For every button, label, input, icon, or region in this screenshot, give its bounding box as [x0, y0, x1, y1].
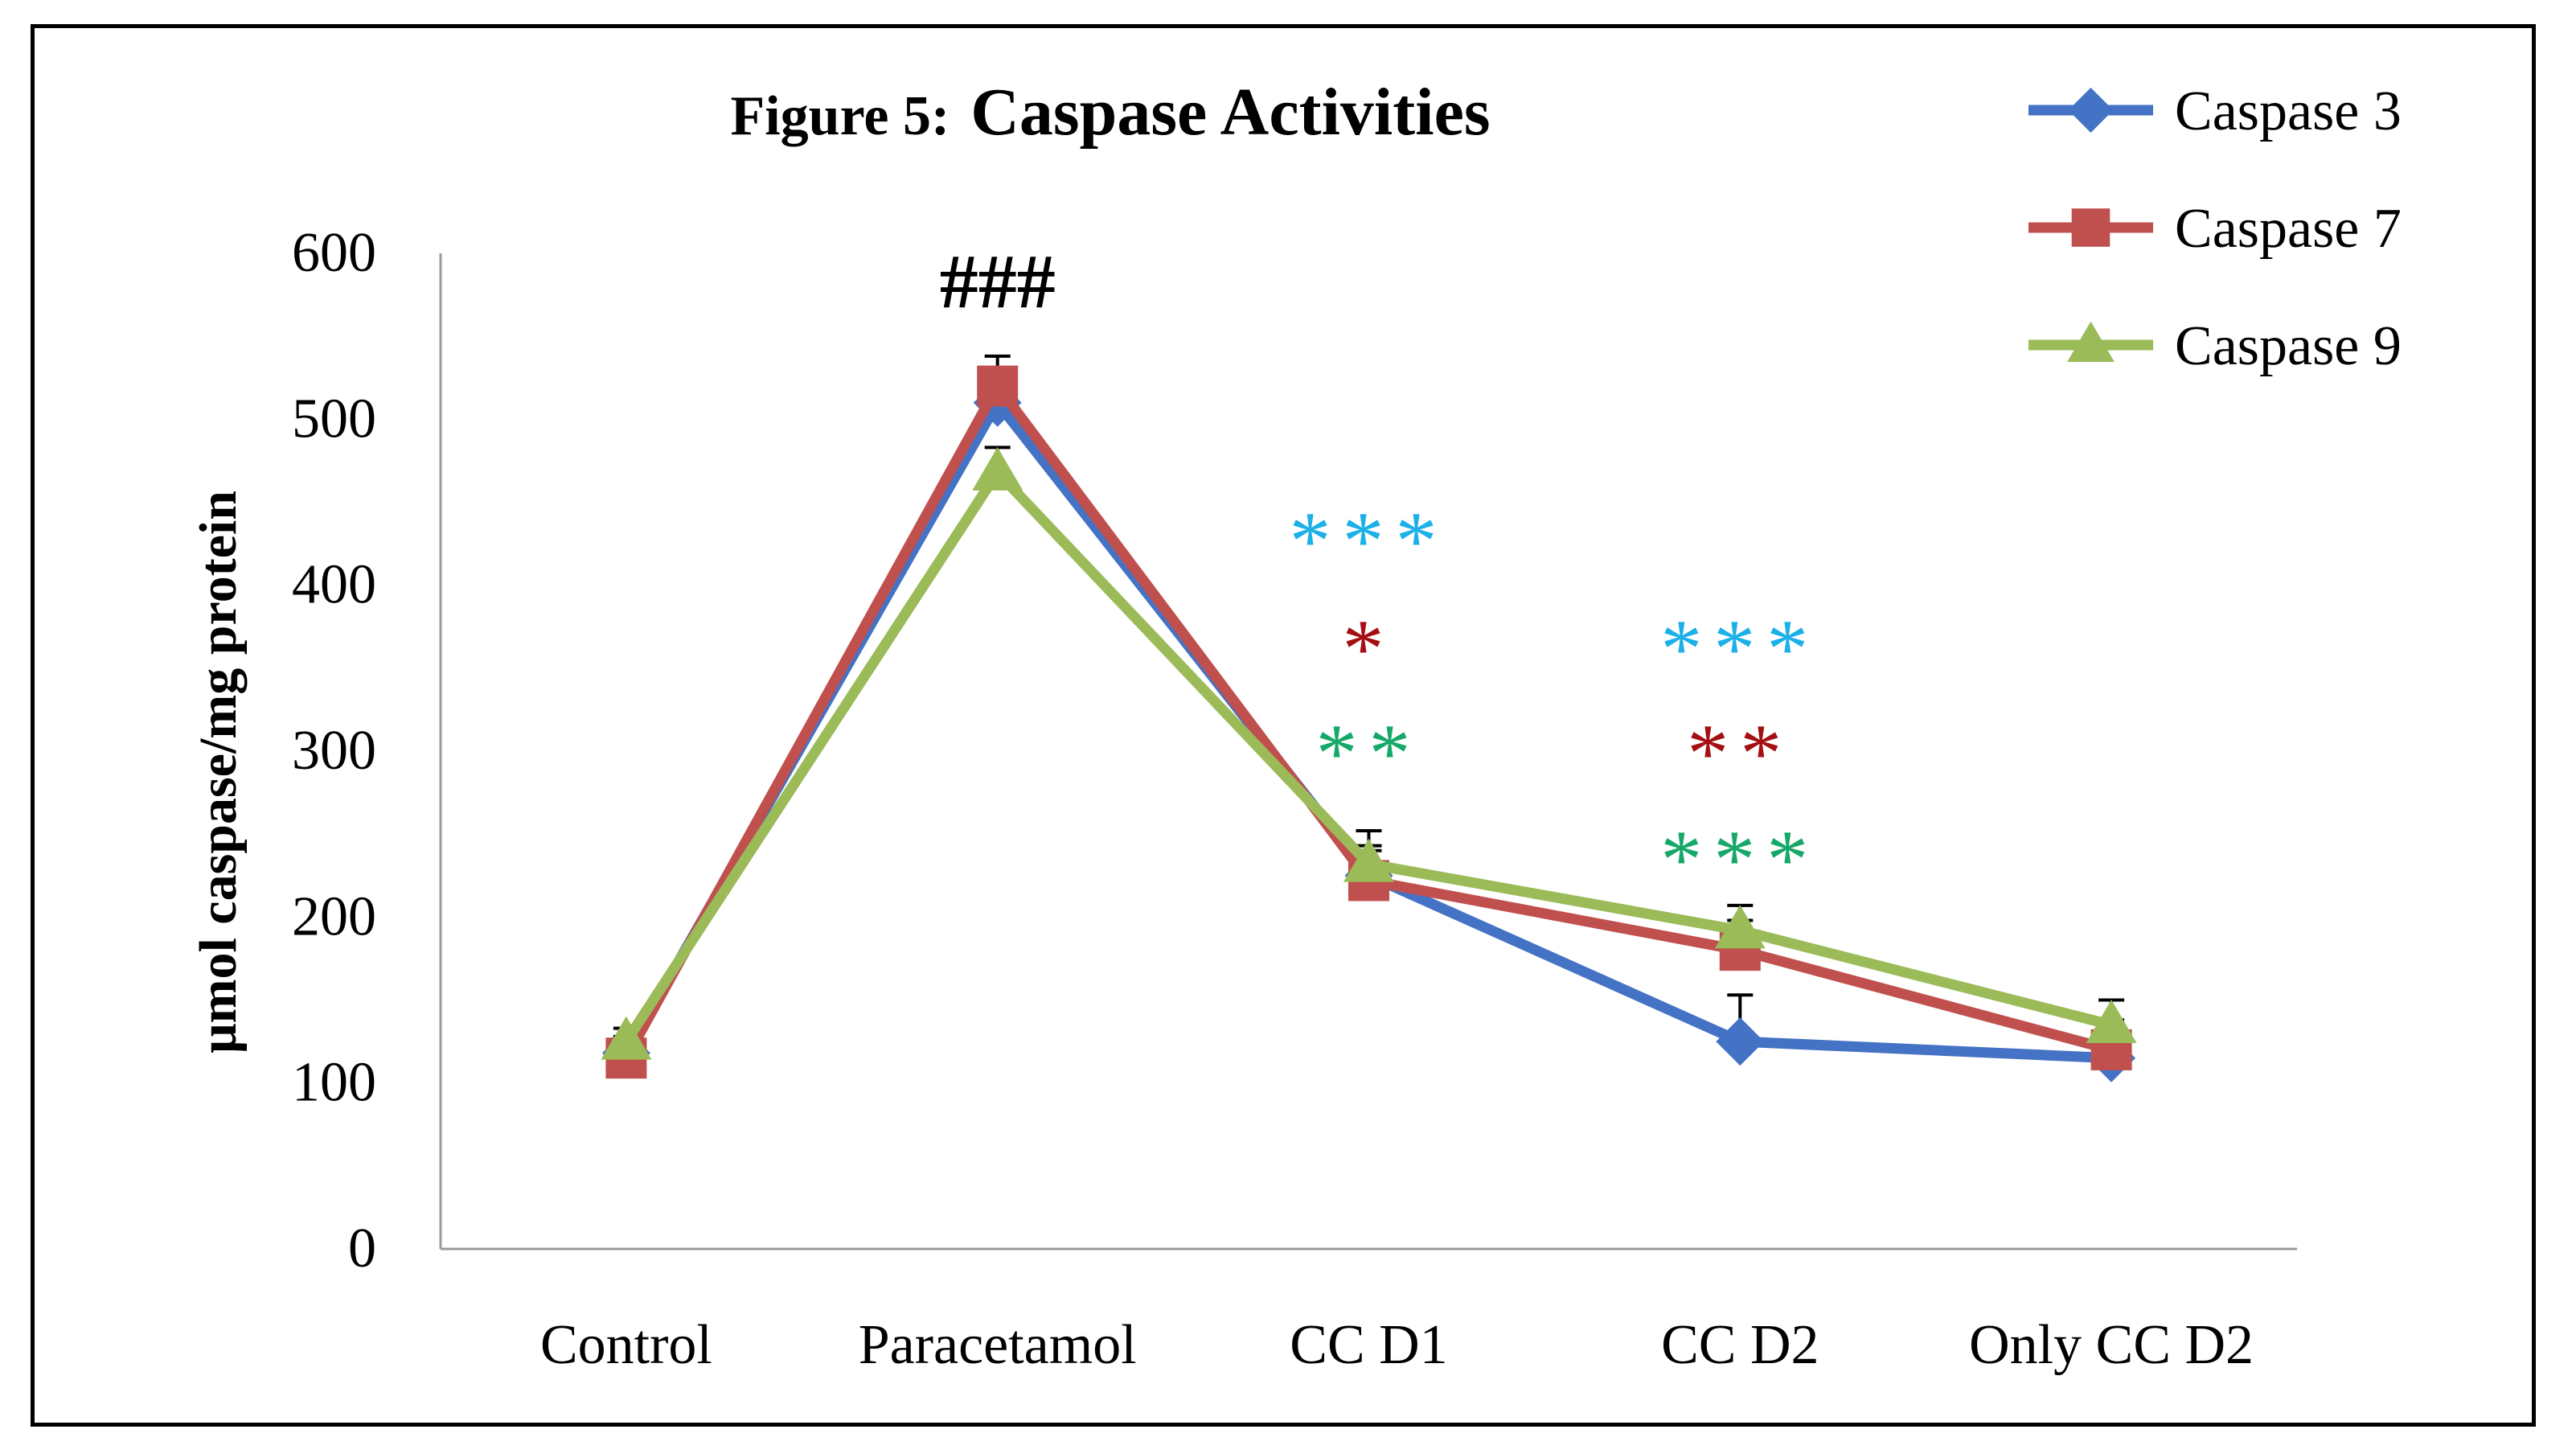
marker-triangle — [972, 446, 1023, 491]
chart-title-prefix: Figure 5: — [730, 85, 950, 147]
legend-entry: Caspase 3 — [2028, 80, 2402, 142]
y-tick-label: 300 — [292, 720, 376, 782]
y-tick-label: 400 — [292, 554, 376, 616]
marker-square — [2071, 208, 2110, 247]
marker-square — [977, 365, 1019, 407]
significance-annotations: ###************** — [940, 238, 1819, 906]
chart-frame: Figure 5: Caspase Activities μmol caspas… — [31, 24, 2536, 1427]
significance-stars: *** — [1290, 495, 1449, 587]
y-tick-label: 200 — [292, 885, 376, 947]
series-caspase-9 — [601, 446, 2137, 1060]
legend-entry: Caspase 9 — [2028, 315, 2402, 377]
x-tick-label: Only CC D2 — [1969, 1314, 2254, 1376]
y-tick-label: 500 — [292, 388, 376, 450]
x-tick-label: Paracetamol — [859, 1314, 1137, 1376]
marker-triangle — [601, 1016, 652, 1060]
chart-title-main: Caspase Activities — [970, 75, 1490, 150]
axes: 0 100 200 300 400 500 600 Control Paracetamol CC … — [292, 222, 2297, 1376]
significance-hash: ### — [940, 238, 1056, 324]
significance-stars: * — [1343, 603, 1396, 696]
legend-entry: Caspase 7 — [2028, 198, 2402, 260]
significance-stars: ** — [1687, 708, 1793, 800]
significance-stars: *** — [1660, 603, 1819, 696]
legend-label: Caspase 9 — [2175, 315, 2402, 377]
y-tick-label: 100 — [292, 1052, 376, 1114]
y-tick-label: 0 — [348, 1218, 376, 1279]
x-tick-label: CC D1 — [1290, 1314, 1447, 1376]
chart-title: Figure 5: Caspase Activities — [730, 75, 1490, 150]
legend: Caspase 3 Caspase 7 Caspase 9 — [2028, 80, 2402, 377]
significance-stars: *** — [1660, 814, 1819, 906]
legend-label: Caspase 7 — [2175, 198, 2402, 260]
marker-triangle — [1714, 905, 1766, 949]
caspase-line-chart: Figure 5: Caspase Activities μmol caspas… — [189, 75, 2402, 1376]
marker-diamond — [1716, 1017, 1765, 1066]
marker-triangle — [2067, 321, 2115, 362]
significance-stars: ** — [1316, 708, 1422, 800]
legend-label: Caspase 3 — [2175, 80, 2402, 142]
x-tick-label: CC D2 — [1661, 1314, 1819, 1376]
y-axis-label: μmol caspase/mg protein — [189, 491, 248, 1054]
marker-triangle — [2086, 999, 2137, 1043]
marker-diamond — [2068, 88, 2114, 133]
x-tick-label: Control — [540, 1314, 712, 1376]
y-tick-label: 600 — [292, 222, 376, 284]
marker-triangle — [1343, 838, 1394, 882]
plot-area — [601, 354, 2137, 1082]
